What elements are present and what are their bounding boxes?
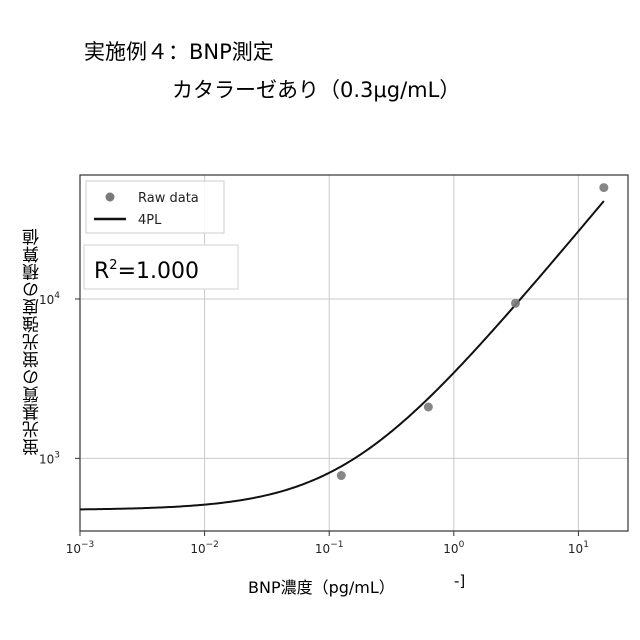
x-tick-label: 10−1 bbox=[315, 540, 344, 556]
legend-marker-raw-data bbox=[106, 193, 115, 202]
x-tick-label: 10−2 bbox=[190, 540, 219, 556]
axis-ticks: 10−310−210−1100101103104 bbox=[39, 291, 589, 556]
data-point bbox=[511, 299, 520, 308]
legend-label-4pl: 4PL bbox=[138, 213, 162, 228]
x-axis-label-fragment: -] bbox=[454, 572, 465, 590]
annotation-value: =1.000 bbox=[118, 259, 199, 284]
x-axis-label: BNP濃度（pg/mL） bbox=[248, 574, 395, 598]
annotation-r: R bbox=[94, 259, 109, 284]
x-tick-label: 100 bbox=[443, 540, 464, 556]
data-point bbox=[599, 183, 608, 192]
x-tick-label: 10−3 bbox=[66, 540, 95, 556]
x-tick-label: 101 bbox=[568, 540, 589, 556]
data-point bbox=[337, 471, 346, 480]
data-point bbox=[424, 403, 433, 412]
annotation-sup: 2 bbox=[109, 258, 117, 273]
legend: Raw data 4PL bbox=[86, 181, 224, 233]
legend-label-raw-data: Raw data bbox=[138, 191, 199, 206]
y-axis-label: 蛍光基質の蛍光強度の積算値 bbox=[20, 228, 45, 456]
r-squared-annotation: R2=1.000 bbox=[84, 245, 238, 289]
